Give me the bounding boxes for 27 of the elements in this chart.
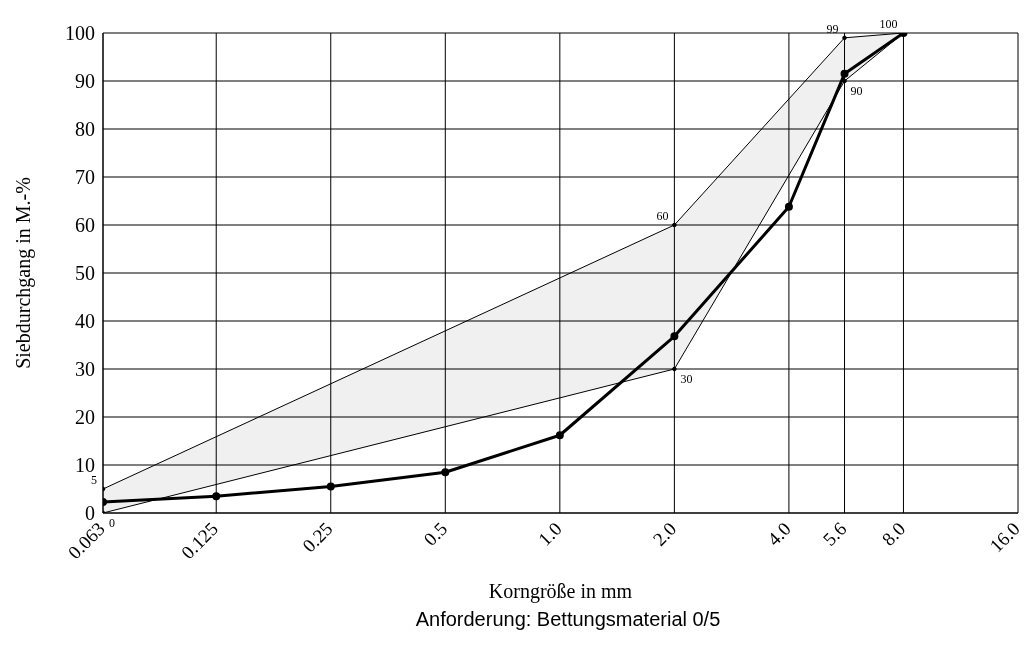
y-tick-label: 40 — [75, 310, 95, 333]
x-tick-label: 16.0 — [985, 518, 1024, 557]
x-tick-label: 4.0 — [763, 518, 795, 550]
data-label: 90 — [850, 84, 863, 98]
text: Anforderung: Bettungsmaterial 0/5 — [414, 608, 722, 631]
y-tick-label: 100 — [65, 22, 95, 45]
x-axis-title: Korngröße in mm — [488, 580, 633, 603]
x-tick-label: 1.0 — [534, 518, 566, 550]
x-tick-label: 5.6 — [818, 518, 851, 550]
y-tick-label: 20 — [75, 406, 95, 429]
data-label: 30 — [680, 372, 693, 386]
y-axis-title: Siebdurchgang in M.-% — [12, 177, 36, 369]
data-label: 60 — [656, 209, 669, 223]
y-tick-label: 60 — [75, 214, 95, 237]
y-tick-label: 70 — [75, 166, 95, 189]
y-tick-label: 0 — [85, 502, 95, 525]
y-tick-label: 80 — [75, 118, 95, 141]
x-tick-label: 0.5 — [419, 518, 452, 550]
y-tick-label: 30 — [75, 358, 95, 381]
y-tick-label: 90 — [75, 70, 95, 93]
data-label: 100 — [879, 17, 898, 31]
y-tick-label: 50 — [75, 262, 95, 285]
data-label: 0 — [109, 516, 115, 530]
x-tick-label: 0.25 — [298, 518, 337, 557]
x-tick-label: 2.0 — [648, 518, 681, 550]
x-tick-label: 8.0 — [877, 518, 910, 550]
data-label: 99 — [826, 21, 839, 36]
